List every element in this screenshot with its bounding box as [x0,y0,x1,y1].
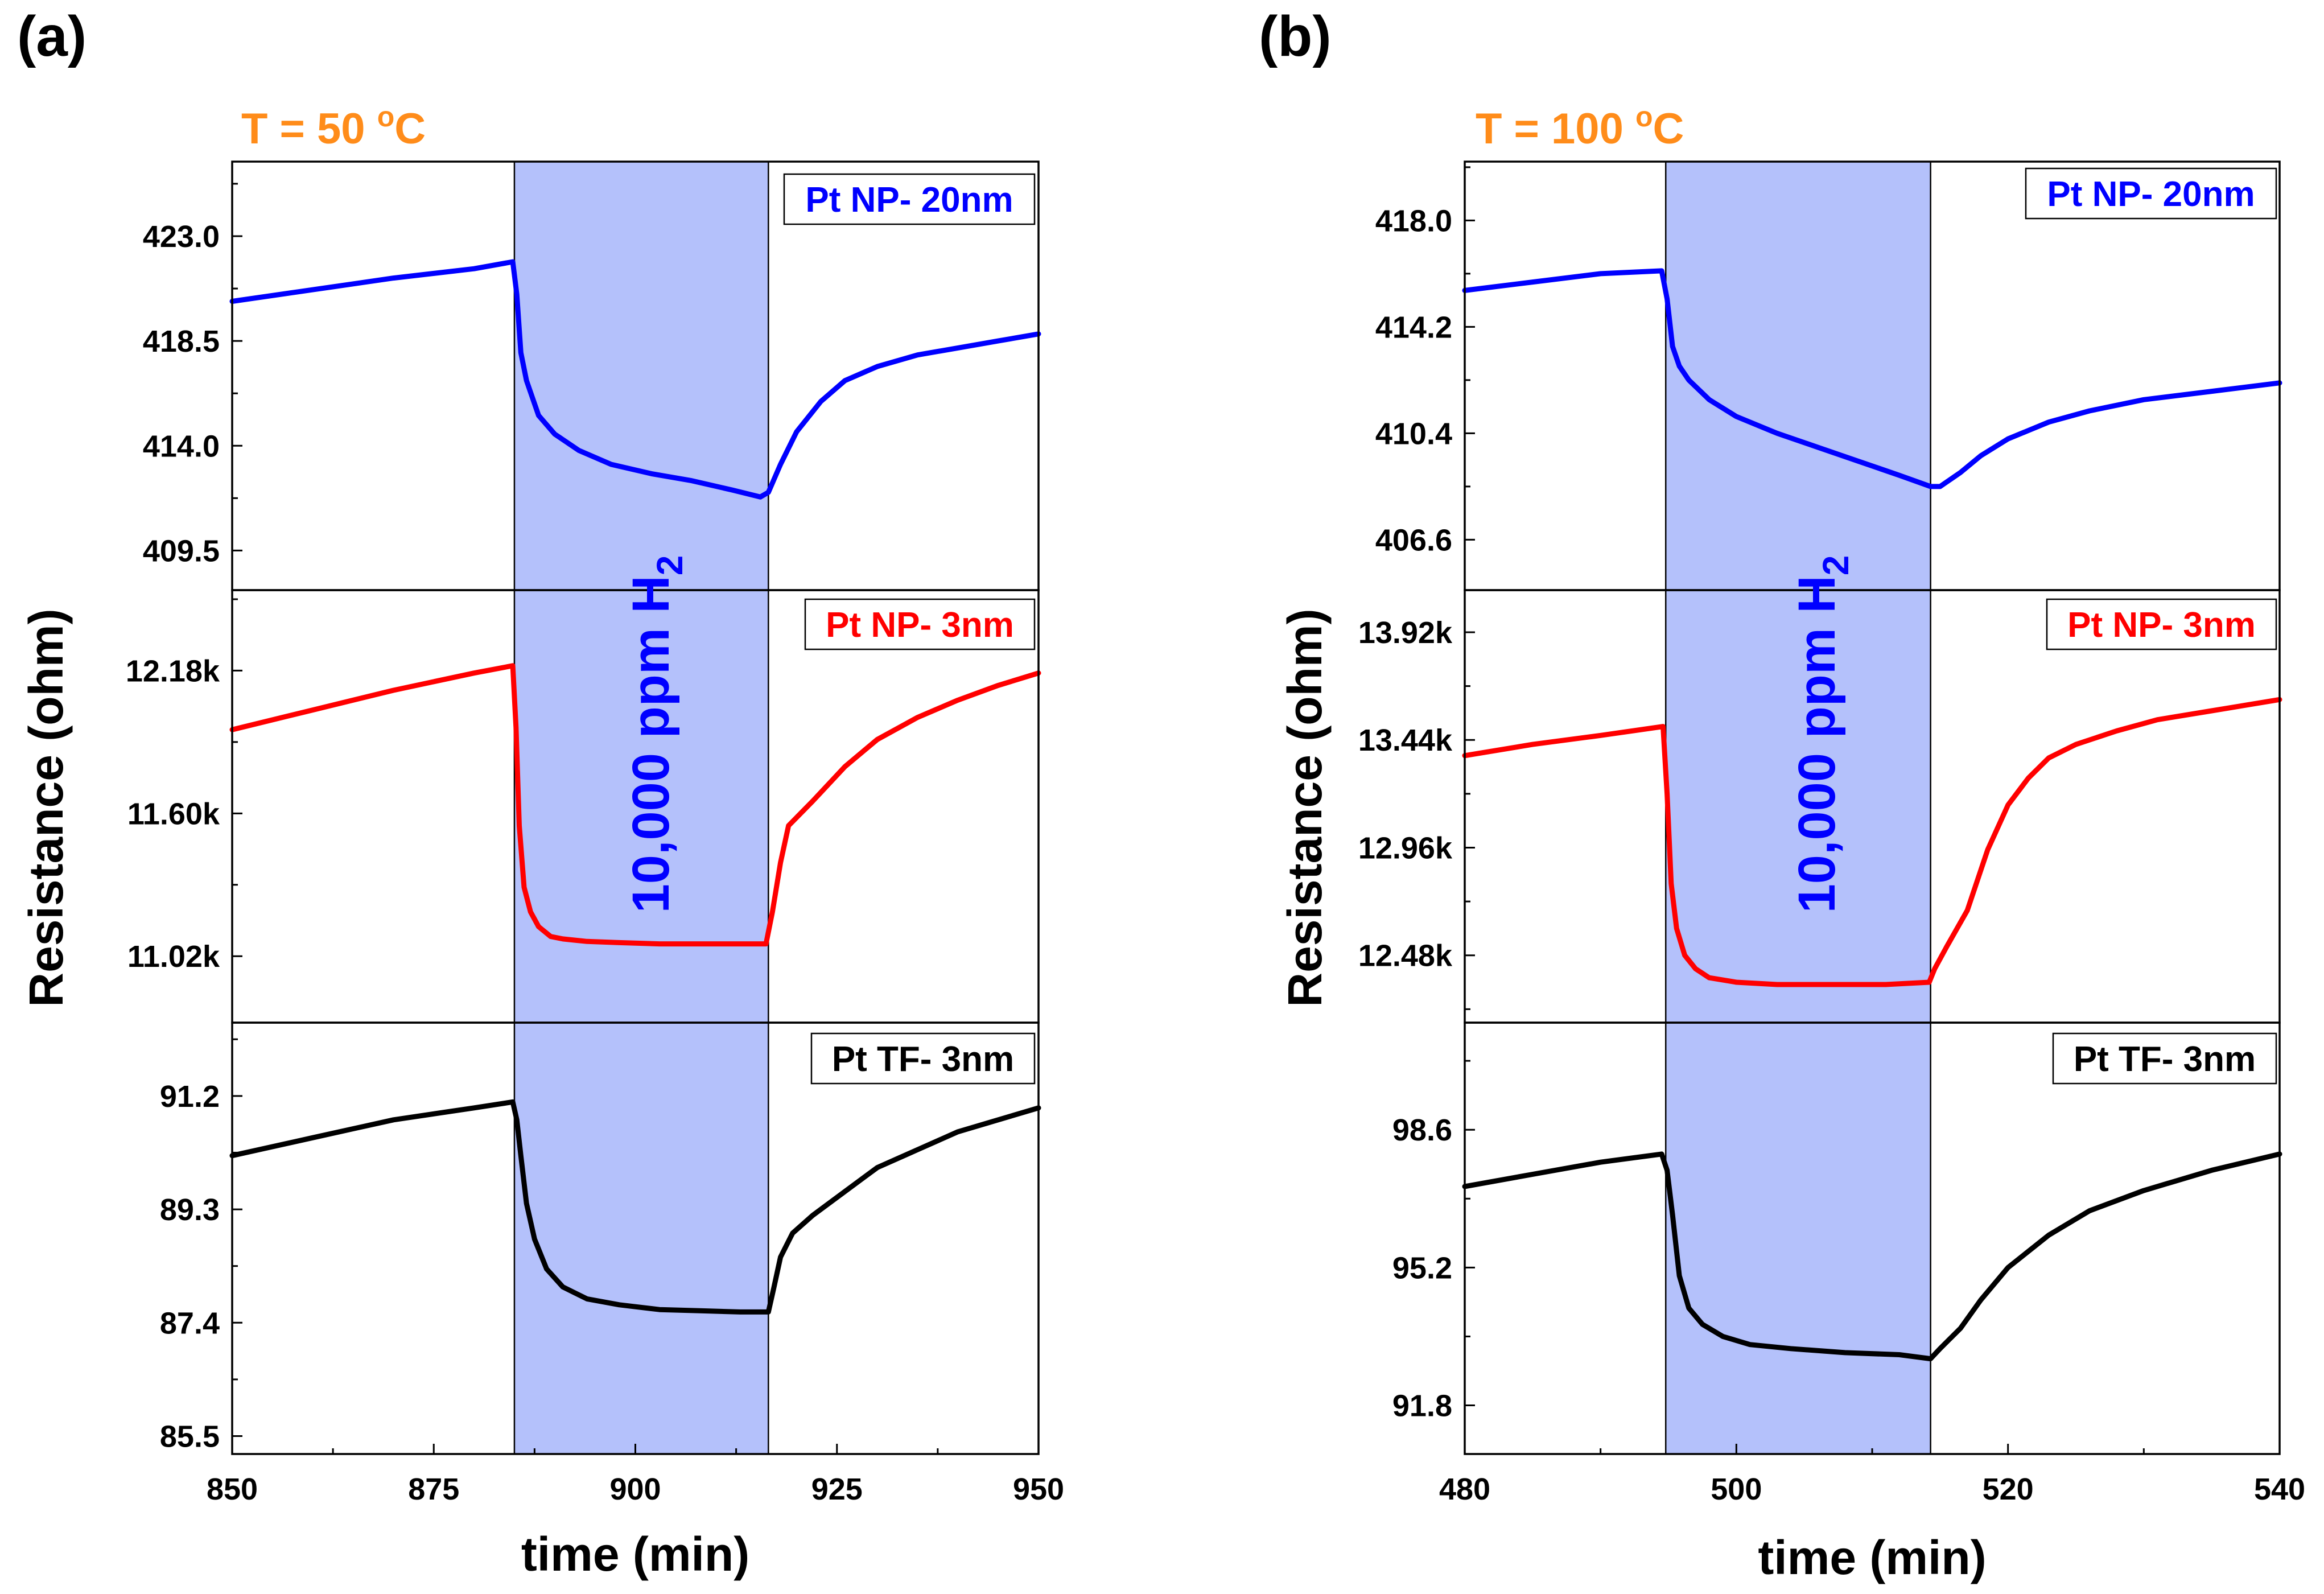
legend-label: Pt NP- 3nm [826,606,1014,645]
legend-box [804,598,1036,650]
h2-exposure-region [1666,162,1931,1454]
gas-label-main: 10,000 ppm H [622,575,680,913]
temperature-degree: o [1635,101,1653,133]
x-tick-label: 950 [1013,1472,1064,1506]
y-tick-label: 12.18k [126,654,220,688]
x-tick-label: 900 [609,1472,661,1506]
legend-label: Pt NP- 3nm [2067,606,2256,645]
y-tick-label: 85.5 [160,1420,220,1454]
y-tick-label: 414.2 [1375,310,1452,344]
temperature-prefix: T = 100 [1476,105,1635,153]
y-tick-label: 414.0 [143,429,220,463]
y-axis-title: Resistance (ohm) [1278,608,1332,1007]
legend-box [810,1032,1036,1085]
x-tick-label: 500 [1711,1472,1762,1506]
gas-concentration-label: 10,000 ppm H2 [622,555,690,913]
legend-box [2052,1032,2277,1085]
legend-box [2025,167,2277,220]
gas-label-subscript: 2 [649,555,690,576]
y-tick-label: 406.6 [1375,523,1452,557]
y-tick-label: 409.5 [143,534,220,568]
y-tick-label: 12.48k [1358,939,1453,973]
temperature-label: T = 100 oC [1476,101,1684,153]
legend-box [2046,598,2277,650]
temperature-unit: C [1653,105,1684,153]
temperature-degree: o [377,101,395,133]
gas-concentration-label: 10,000 ppm H2 [1788,555,1856,913]
legend-box [783,173,1036,225]
series-line-pt-np-3nm [1462,697,2282,987]
temperature-prefix: T = 50 [241,105,377,153]
y-tick-label: 11.02k [127,940,220,974]
panel-label: (b) [1259,5,1332,68]
y-tick-label: 95.2 [1392,1251,1452,1285]
y-tick-label: 410.4 [1375,417,1452,451]
y-tick-label: 12.96k [1358,831,1453,865]
series-line-pt-tf-3nm [229,1099,1041,1315]
legend-label: Pt NP- 20nm [805,180,1013,220]
x-tick-label: 540 [2254,1472,2305,1506]
y-tick-label: 418.5 [143,324,220,359]
y-tick-label: 91.8 [1392,1389,1452,1423]
y-tick-label: 98.6 [1392,1113,1452,1147]
legend-label: Pt NP- 20nm [2047,175,2255,214]
legend-label: Pt TF- 3nm [2074,1040,2256,1079]
y-tick-label: 423.0 [143,220,220,254]
series-line-pt-np-3nm [229,663,1041,947]
h2-exposure-region [514,162,769,1454]
x-tick-label: 520 [1983,1472,2034,1506]
chart-panel-a: 409.5 414.0 418.5 423.0 Pt NP- 20nm 11.02k 11.… [17,5,1064,1581]
legend-label: Pt TF- 3nm [832,1040,1014,1079]
x-axis-title: time (min) [1758,1531,1986,1584]
series-line-pt-np-20nm [1462,268,2282,489]
x-tick-label: 925 [811,1472,863,1506]
y-tick-label: 89.3 [160,1193,220,1227]
y-tick-label: 91.2 [160,1080,220,1114]
temperature-label: T = 50 oC [241,101,426,153]
x-tick-label: 480 [1439,1472,1490,1506]
x-axis-title: time (min) [521,1527,749,1581]
chart-panel-b: 406.6 410.4 414.2 418.0 Pt NP- 20nm 12.48k 12.… [1259,5,2305,1584]
y-tick-label: 418.0 [1375,204,1452,238]
series-line-pt-np-20nm [229,259,1041,500]
x-tick-label: 875 [408,1472,459,1506]
y-tick-label: 13.92k [1358,616,1453,650]
series-line-pt-tf-3nm [1462,1151,2282,1362]
gas-label-main: 10,000 ppm H [1788,575,1846,913]
y-tick-label: 11.60k [127,797,220,831]
y-tick-label: 87.4 [160,1306,220,1340]
x-tick-label: 850 [207,1472,258,1506]
y-axis-title: Resistance (ohm) [19,608,73,1007]
y-tick-label: 13.44k [1358,723,1453,757]
temperature-unit: C [394,105,426,153]
gas-label-subscript: 2 [1815,555,1856,576]
panel-label: (a) [17,5,86,68]
